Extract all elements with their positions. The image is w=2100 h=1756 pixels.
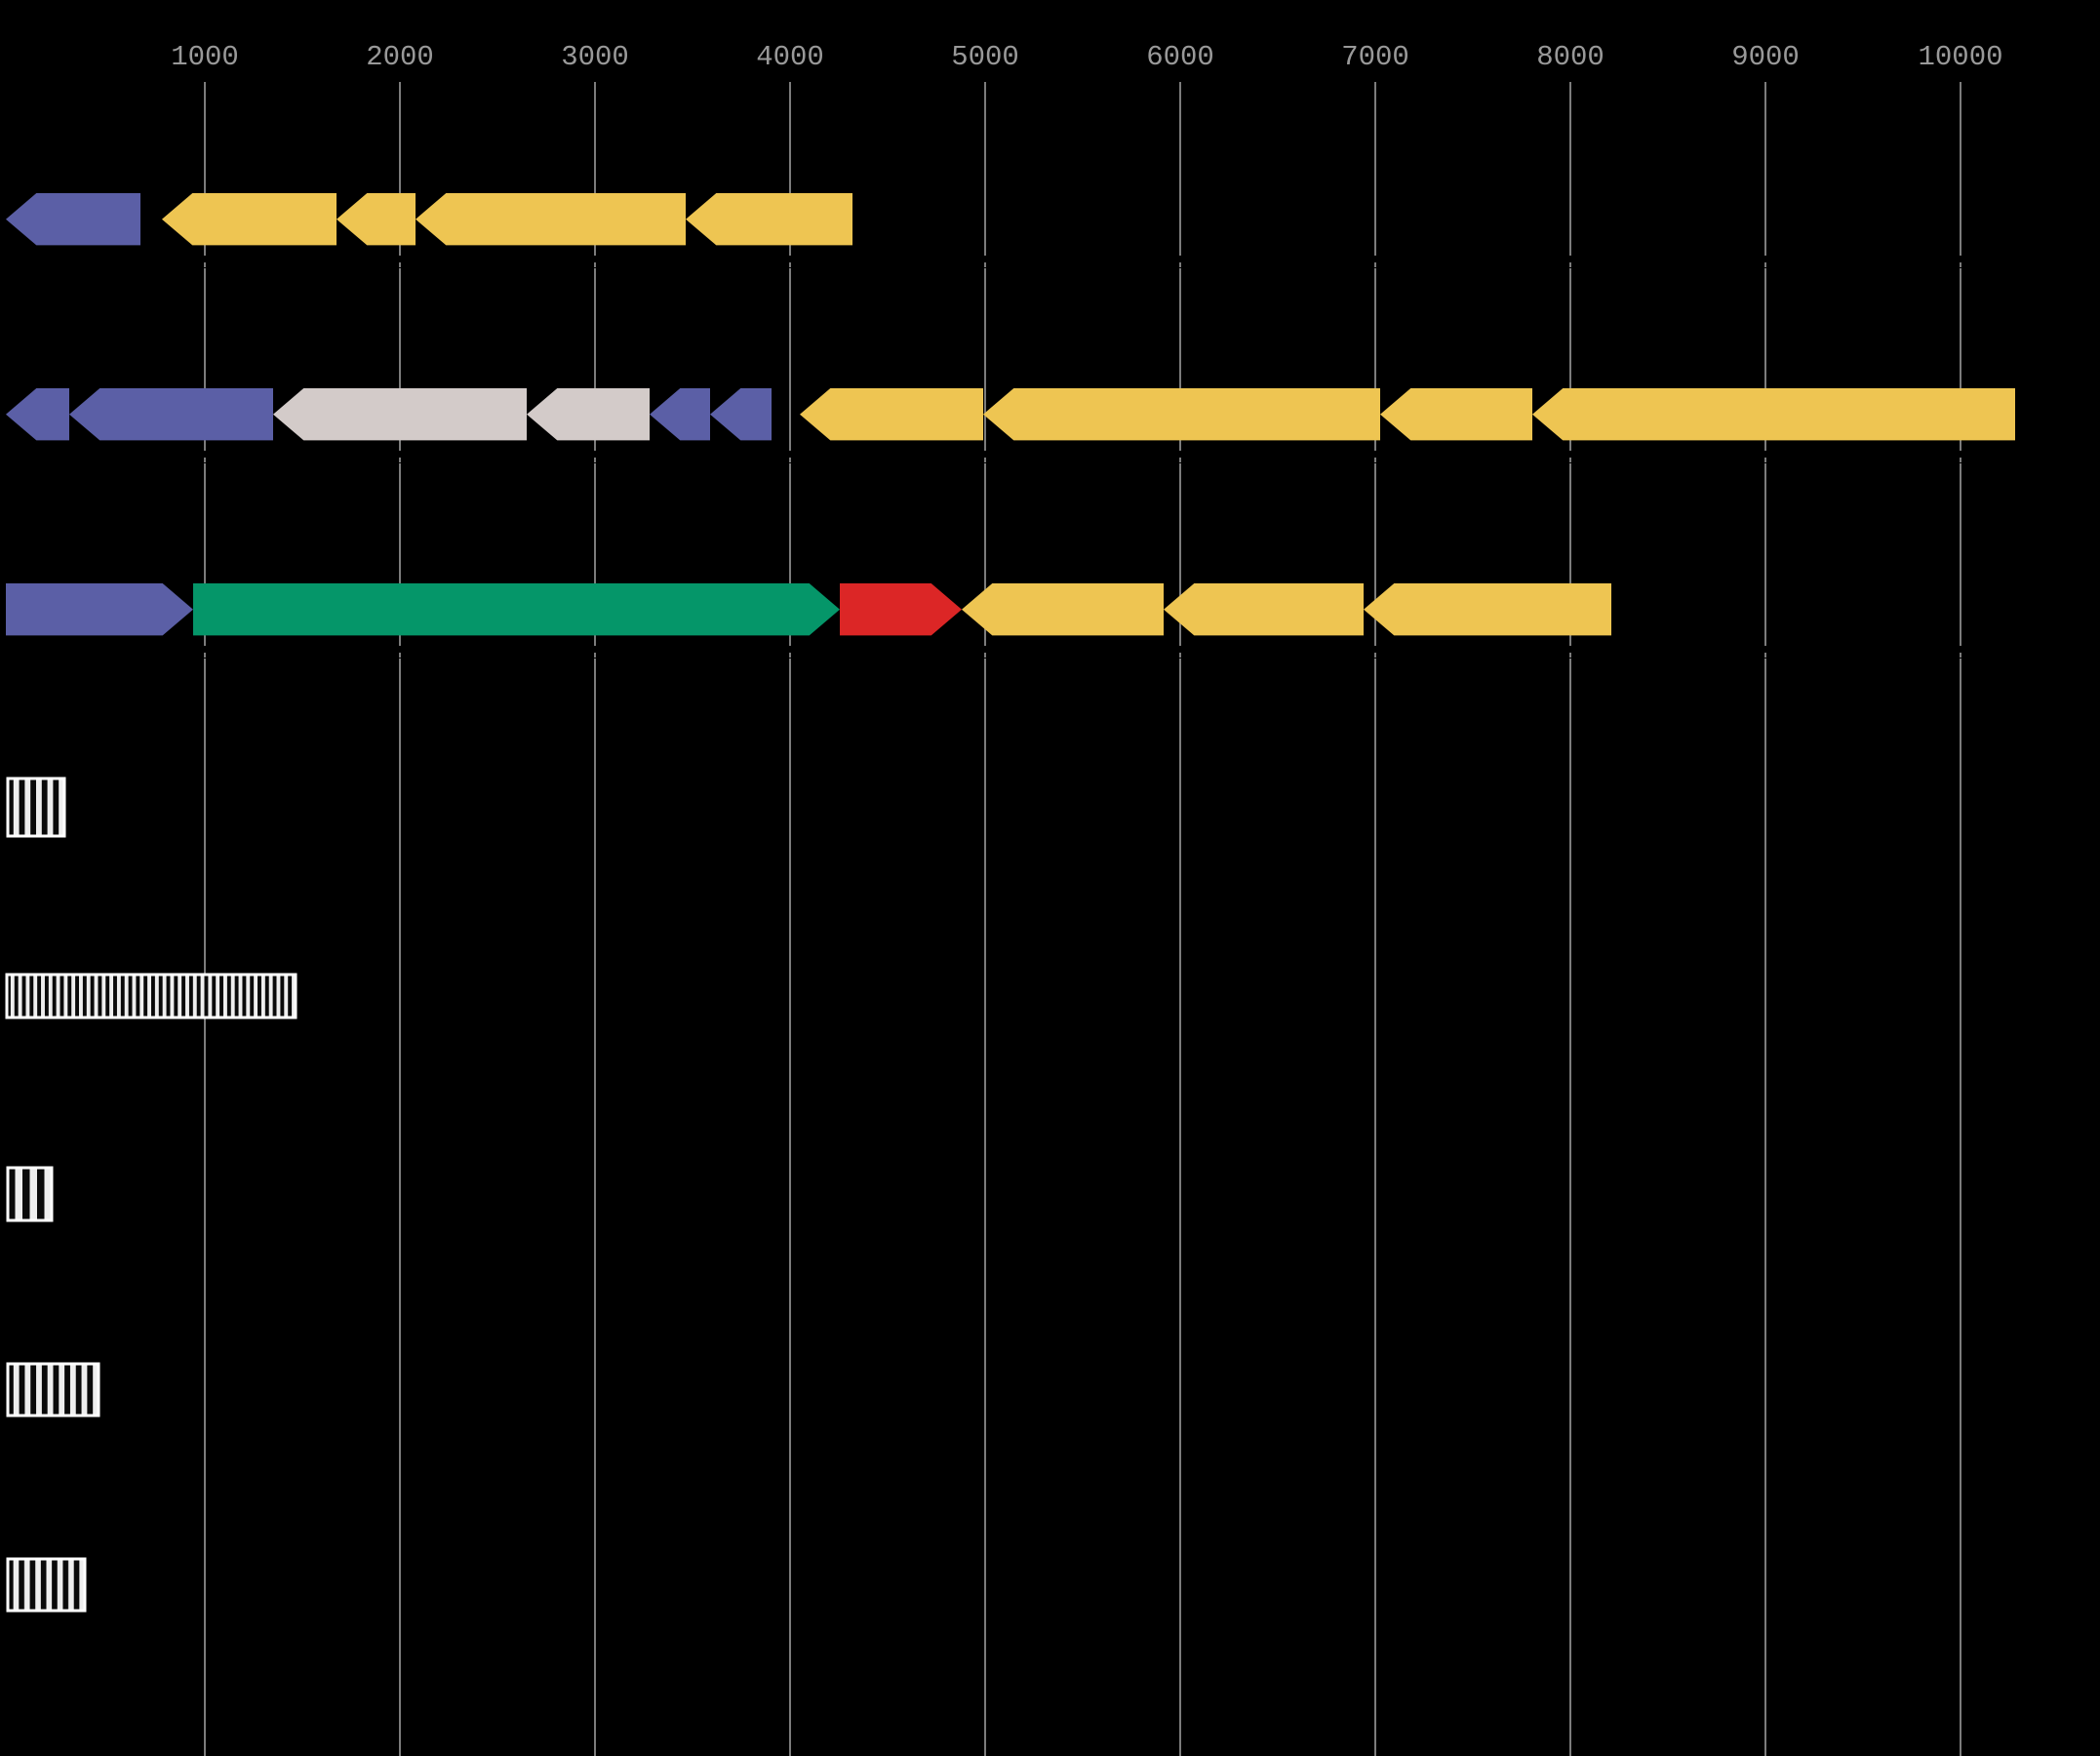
svg-text:8000: 8000 [1536,41,1605,73]
svg-text:7000: 7000 [1341,41,1409,73]
svg-text:2000: 2000 [366,41,434,73]
svg-text:5000: 5000 [951,41,1019,73]
svg-text:9000: 9000 [1731,41,1800,73]
svg-text:6000: 6000 [1146,41,1214,73]
svg-text:3000: 3000 [561,41,629,73]
svg-text:10000: 10000 [1918,41,2002,73]
svg-text:4000: 4000 [756,41,824,73]
svg-text:1000: 1000 [171,41,239,73]
